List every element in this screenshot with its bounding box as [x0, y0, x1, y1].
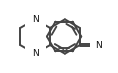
Text: N: N	[32, 49, 39, 58]
Text: N: N	[95, 41, 102, 50]
Text: N: N	[32, 15, 39, 24]
